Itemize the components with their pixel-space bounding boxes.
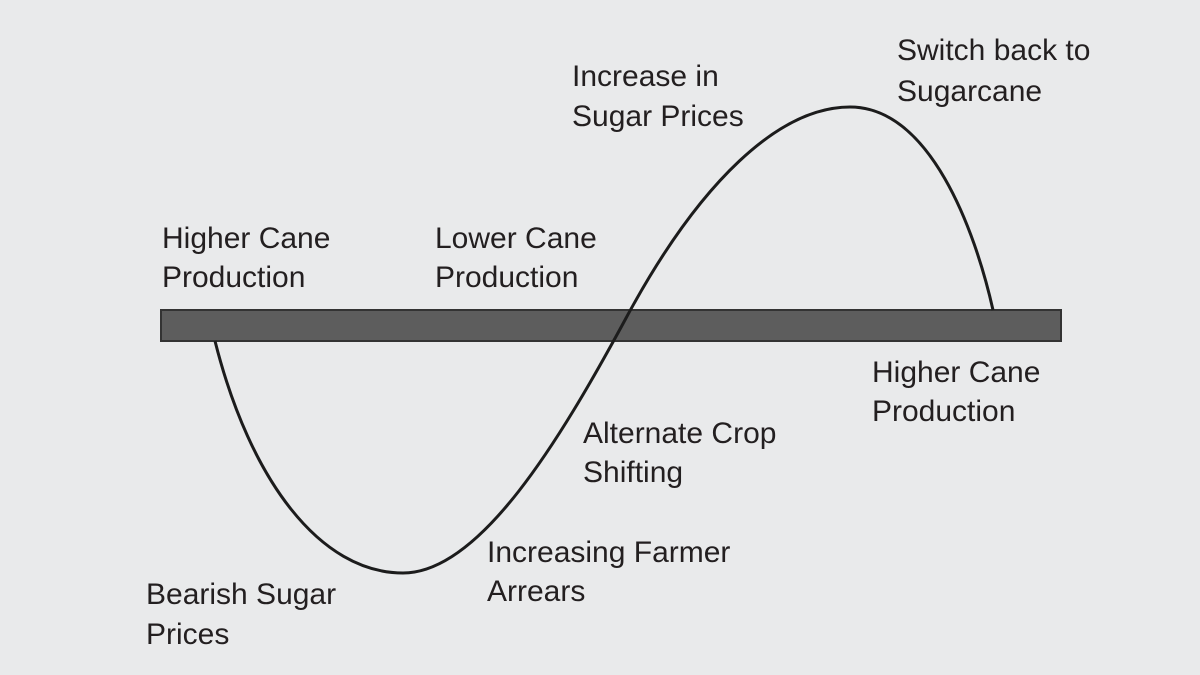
label-line: Switch back to bbox=[897, 34, 1090, 67]
label-line: Sugar Prices bbox=[572, 100, 744, 133]
label-line: Production bbox=[435, 261, 578, 294]
label-line: Shifting bbox=[583, 456, 683, 489]
label-line: Lower Cane bbox=[435, 222, 597, 255]
label-line: Higher Cane bbox=[162, 222, 330, 255]
label-line: Production bbox=[872, 395, 1015, 428]
axis-bar bbox=[160, 309, 1062, 342]
label-line: Sugarcane bbox=[897, 75, 1042, 108]
label-line: Higher Cane bbox=[872, 356, 1040, 389]
cycle-curve bbox=[213, 105, 995, 575]
label-line: Bearish Sugar bbox=[146, 578, 336, 611]
label-line: Production bbox=[162, 261, 305, 294]
label-line: Arrears bbox=[487, 575, 585, 608]
label-line: Increase in bbox=[572, 60, 719, 93]
label-line: Alternate Crop bbox=[583, 417, 776, 450]
label-line: Prices bbox=[146, 618, 229, 651]
label-line: Increasing Farmer bbox=[487, 536, 730, 569]
